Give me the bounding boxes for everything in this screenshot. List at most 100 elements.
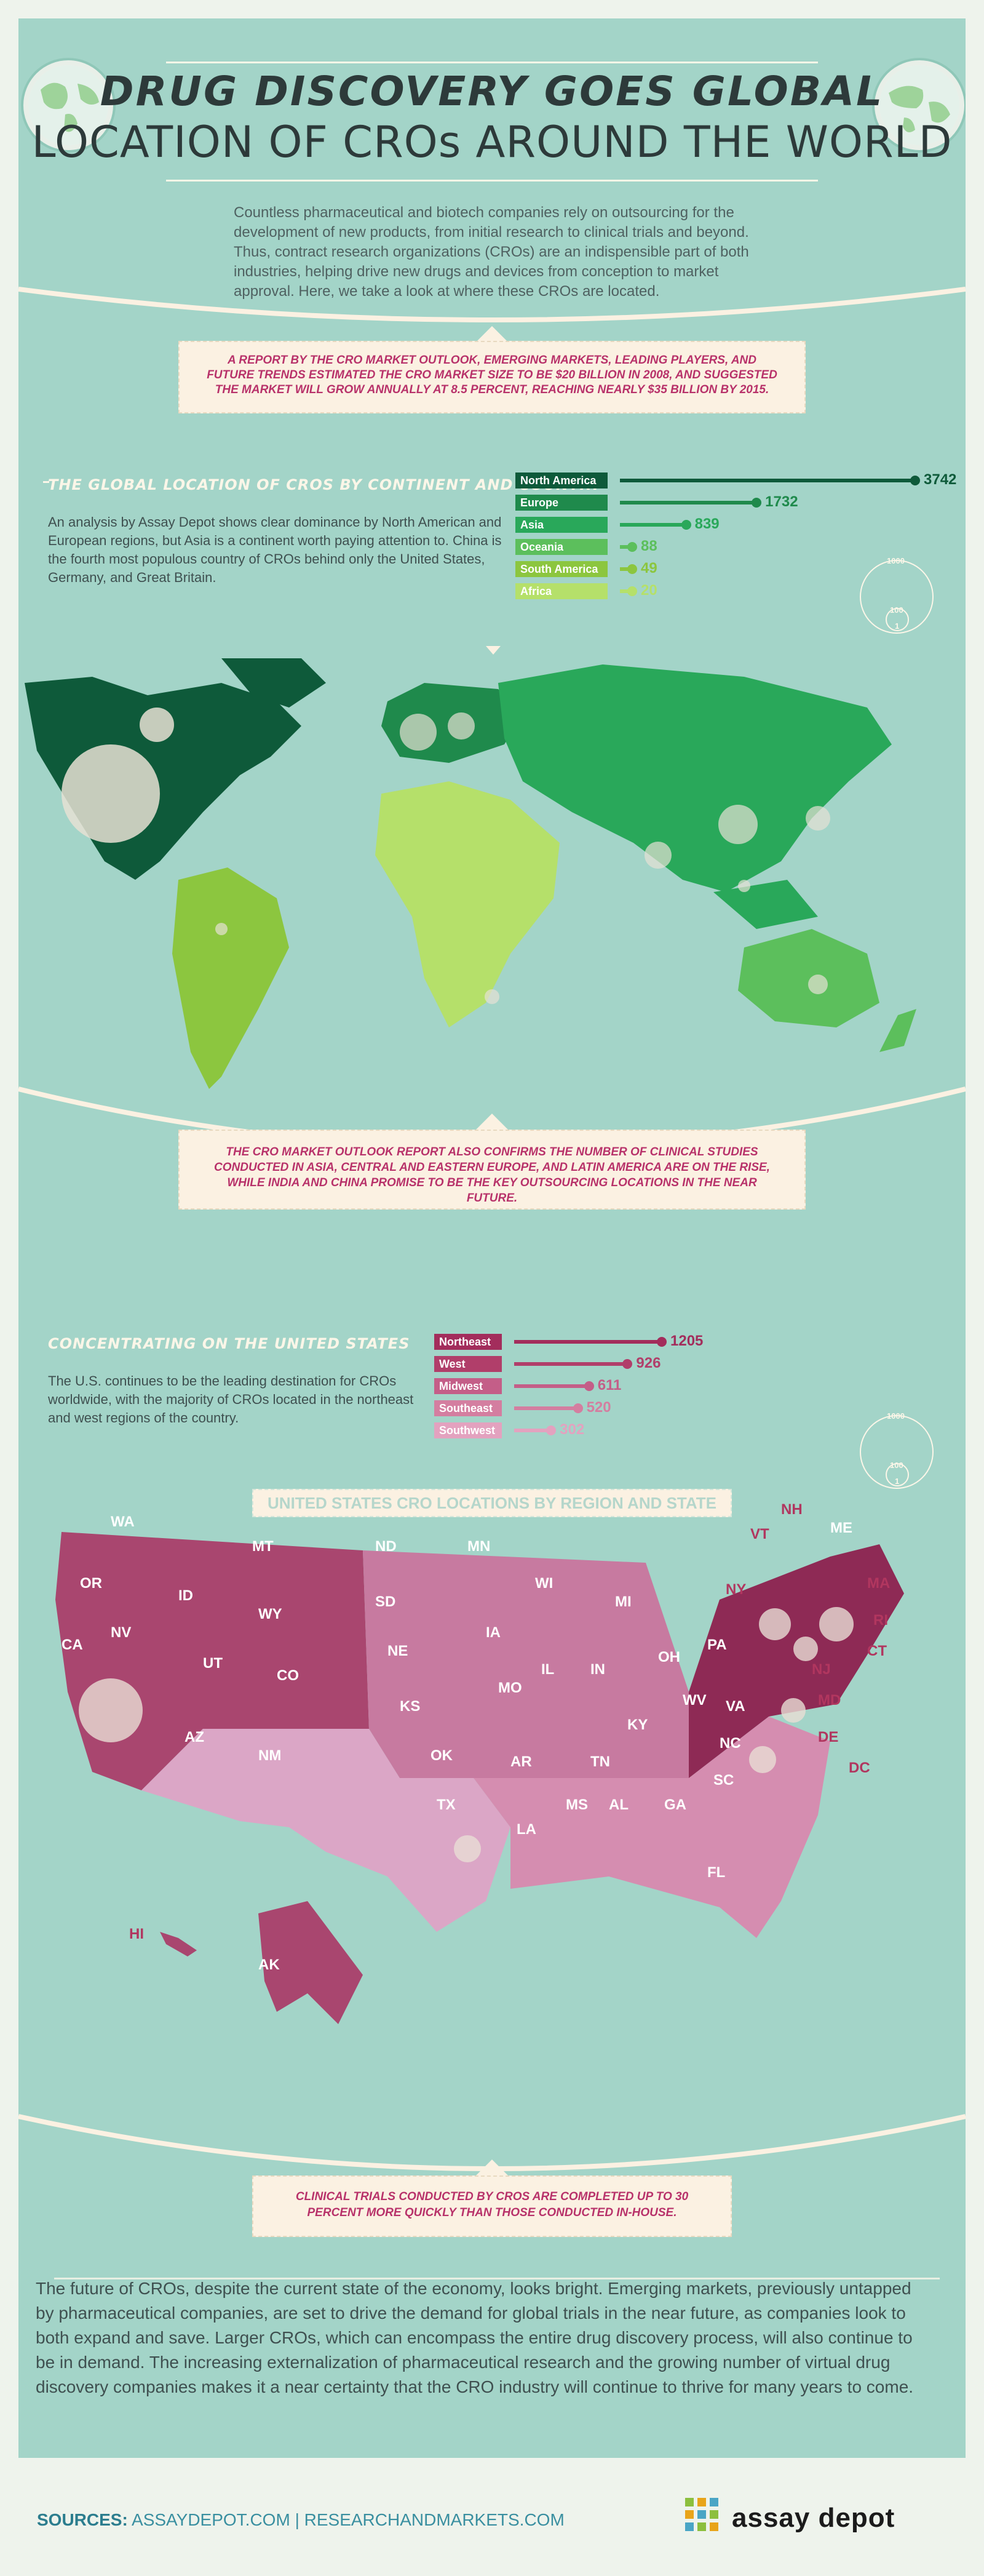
australia-shape: [738, 929, 879, 1027]
state-label-sd: SD: [375, 1593, 396, 1610]
state-label-nh: NH: [781, 1501, 803, 1518]
state-label-sc: SC: [713, 1772, 734, 1788]
bar-end-dot: [657, 1337, 667, 1347]
state-label-al: AL: [609, 1796, 629, 1813]
state-label-co: CO: [277, 1667, 299, 1684]
state-label-nj: NJ: [812, 1661, 831, 1678]
conclusion-rule-top: [54, 2278, 940, 2279]
globe-icon-left: [23, 60, 113, 150]
state-label-ms: MS: [566, 1796, 588, 1813]
bar-value: 49: [641, 560, 657, 576]
state-label-nm: NM: [258, 1747, 282, 1764]
state-label-nv: NV: [111, 1624, 132, 1641]
title-line-2: LOCATION OF CROs AROUND THE WORLD: [31, 117, 953, 167]
title-rule-top: [166, 62, 818, 63]
bar-midwest: [514, 1384, 589, 1388]
bar-value: 88: [641, 538, 657, 554]
banner2-pointer: [476, 1114, 508, 1130]
header: DRUG DISCOVERY GOES GLOBAL LOCATION OF C…: [18, 18, 966, 300]
title-line-1: DRUG DISCOVERY GOES GLOBAL: [100, 68, 884, 115]
bubble-india: [645, 842, 672, 869]
global-heading-rule-left: [43, 481, 49, 483]
state-label-me: ME: [830, 1520, 852, 1536]
bar-asia: [620, 523, 686, 527]
global-heading: THE GLOBAL LOCATION OF CROs BY CONTINENT…: [48, 476, 602, 493]
state-label-ar: AR: [510, 1753, 532, 1770]
bar-label-midwest: Midwest: [434, 1378, 502, 1394]
bubble-australia: [808, 975, 828, 994]
state-label-oh: OH: [658, 1649, 680, 1665]
state-label-ak: AK: [258, 1956, 280, 1973]
state-label-de: DE: [818, 1729, 839, 1745]
bar-europe: [620, 501, 757, 504]
bar-label-europe: Europe: [515, 495, 608, 511]
state-label-ri: RI: [873, 1612, 888, 1629]
state-label-az: AZ: [184, 1729, 204, 1745]
southeast-asia-shape: [713, 880, 818, 929]
title-rule-bottom: [166, 180, 818, 181]
bubble-brazil: [215, 923, 228, 935]
banner-market-report: A REPORT BY THE CRO MARKET OUTLOOK, EMER…: [178, 341, 806, 413]
us-legend-label-1: 1: [895, 1477, 900, 1486]
sources-label: SOURCES:: [37, 2510, 128, 2529]
bar-label-oceania: Oceania: [515, 539, 608, 555]
bar-label-west: West: [434, 1356, 502, 1372]
us-heading: CONCENTRATING ON THE UNITED STATES: [48, 1335, 410, 1352]
south-america-shape: [172, 867, 289, 1089]
state-label-ut: UT: [203, 1655, 223, 1672]
legend-label-100: 100: [890, 605, 903, 615]
bar-end-dot: [622, 1359, 633, 1369]
banner1-pointer: [476, 326, 508, 342]
sources: SOURCES: ASSAYDEPOT.COM | RESEARCHANDMAR…: [37, 2510, 565, 2530]
bar-end-dot: [627, 542, 637, 552]
state-label-or: OR: [80, 1575, 102, 1592]
logo-text: assay depot: [732, 2503, 895, 2533]
bar-label-southwest: Southwest: [434, 1422, 502, 1438]
bar-label-africa: Africa: [515, 583, 608, 599]
us-legend-circle-100: [886, 1463, 909, 1486]
bar-label-south-america: South America: [515, 561, 608, 577]
state-label-dc: DC: [849, 1760, 870, 1776]
bar-end-dot: [752, 498, 762, 508]
state-label-nc: NC: [720, 1735, 741, 1752]
bubble-japan: [806, 806, 830, 831]
state-label-fl: FL: [707, 1864, 726, 1881]
state-label-in: IN: [590, 1661, 605, 1678]
bar-oceania: [620, 545, 632, 549]
state-label-la: LA: [517, 1821, 536, 1838]
state-label-mi: MI: [615, 1593, 632, 1610]
state-label-ks: KS: [400, 1698, 421, 1715]
bar-value: 611: [597, 1377, 622, 1394]
legend-circle-100: [886, 608, 909, 631]
state-label-tn: TN: [590, 1753, 610, 1770]
world-map: [25, 658, 916, 1089]
bar-end-dot: [627, 564, 637, 574]
bubble-singapore: [738, 880, 750, 892]
assay-depot-logo: assay depot: [683, 2492, 941, 2541]
state-label-ny: NY: [726, 1581, 747, 1598]
bar-value: 839: [694, 516, 720, 532]
banner3-pointer: [476, 2159, 508, 2175]
us-legend-label-100: 100: [890, 1461, 903, 1470]
bar-label-north-america: North America: [515, 473, 608, 488]
sources-text: ASSAYDEPOT.COM | RESEARCHANDMARKETS.COM: [132, 2510, 565, 2529]
bar-value: 3742: [924, 471, 957, 488]
state-label-wa: WA: [111, 1513, 135, 1530]
bubble-uk: [400, 714, 437, 751]
conclusion-text: The future of CROs, despite the current …: [36, 2279, 914, 2396]
global-text: An analysis by Assay Depot shows clear d…: [48, 514, 502, 585]
bar-south-america: [620, 567, 632, 571]
legend-label-1: 1: [895, 621, 900, 631]
bar-value: 20: [641, 582, 657, 599]
bar-north-america: [620, 479, 915, 482]
state-label-ia: IA: [486, 1624, 501, 1641]
bar-end-dot: [910, 476, 920, 485]
bar-label-asia: Asia: [515, 517, 608, 533]
us-legend-circle-1000: [860, 1415, 934, 1489]
arc-1: [18, 287, 966, 322]
banner-clinical-trials: CLINICAL TRIALS CONDUCTED BY CROs ARE CO…: [252, 2175, 732, 2237]
state-label-ok: OK: [430, 1747, 453, 1764]
logo-icon: [685, 2498, 718, 2531]
bar-southwest: [514, 1429, 552, 1432]
bar-northeast: [514, 1340, 662, 1344]
